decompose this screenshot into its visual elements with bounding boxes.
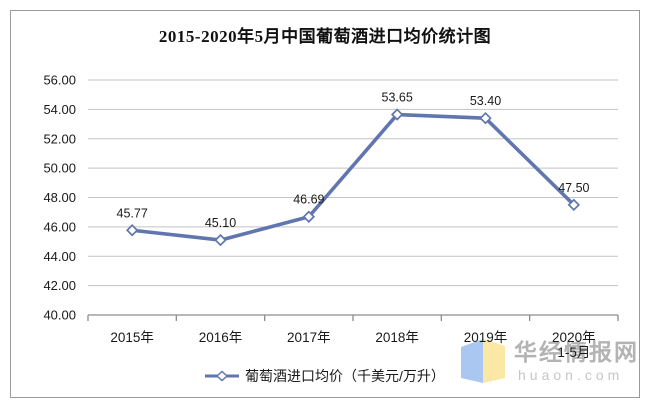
watermark-text-block: 华经情报网 huaon.com <box>514 340 639 383</box>
data-point-marker <box>125 224 139 237</box>
y-tick-label: 52.00 <box>43 131 76 146</box>
data-label: 46.69 <box>293 193 324 207</box>
x-tick-label: 2015年 <box>110 330 154 345</box>
x-tick-label: 2017年 <box>287 330 331 345</box>
x-tick-label: 2018年 <box>375 330 419 345</box>
chart-outer-border <box>10 10 640 398</box>
watermark-site-name: 华经情报网 <box>514 339 639 365</box>
x-tick-label: 2019年 <box>464 330 508 345</box>
watermark-logo-icon <box>461 339 505 383</box>
y-tick-label: 50.00 <box>43 161 76 176</box>
data-label: 53.65 <box>382 91 413 105</box>
y-tick-label: 42.00 <box>43 278 76 293</box>
y-tick-label: 48.00 <box>43 190 76 205</box>
data-label: 45.77 <box>117 206 148 220</box>
x-tick-sublabel: 1-5月 <box>557 345 590 360</box>
y-tick-label: 44.00 <box>43 249 76 264</box>
data-label: 53.40 <box>470 94 501 108</box>
logo-right-panel <box>483 339 505 383</box>
data-point-marker <box>302 210 316 223</box>
y-tick-label: 56.00 <box>43 73 76 88</box>
logo-left-panel <box>461 339 483 383</box>
chart-title: 2015-2020年5月中国葡萄酒进口均价统计图 <box>158 27 492 46</box>
x-tick-label: 2020年 <box>552 330 596 345</box>
data-point-marker <box>567 198 581 212</box>
series-line <box>130 112 576 242</box>
data-point-marker <box>390 108 404 121</box>
watermark: 华经情报网 huaon.com <box>458 336 639 390</box>
y-tick-label: 40.00 <box>43 308 76 323</box>
legend-line-diamond-icon <box>205 370 240 382</box>
x-tick-label: 2016年 <box>199 330 243 345</box>
legend-series-label: 葡萄酒进口均价（千美元/万升） <box>245 368 445 384</box>
data-label: 45.10 <box>205 216 236 230</box>
data-label: 47.50 <box>558 181 589 195</box>
y-tick-label: 54.00 <box>43 102 76 117</box>
data-point-marker <box>214 233 227 247</box>
y-tick-label: 46.00 <box>43 219 76 234</box>
chart-legend: 葡萄酒进口均价（千美元/万升） <box>0 366 650 386</box>
watermark-site-url: huaon.com <box>518 367 624 384</box>
legend-diamond <box>215 370 229 382</box>
data-point-marker <box>479 111 492 125</box>
